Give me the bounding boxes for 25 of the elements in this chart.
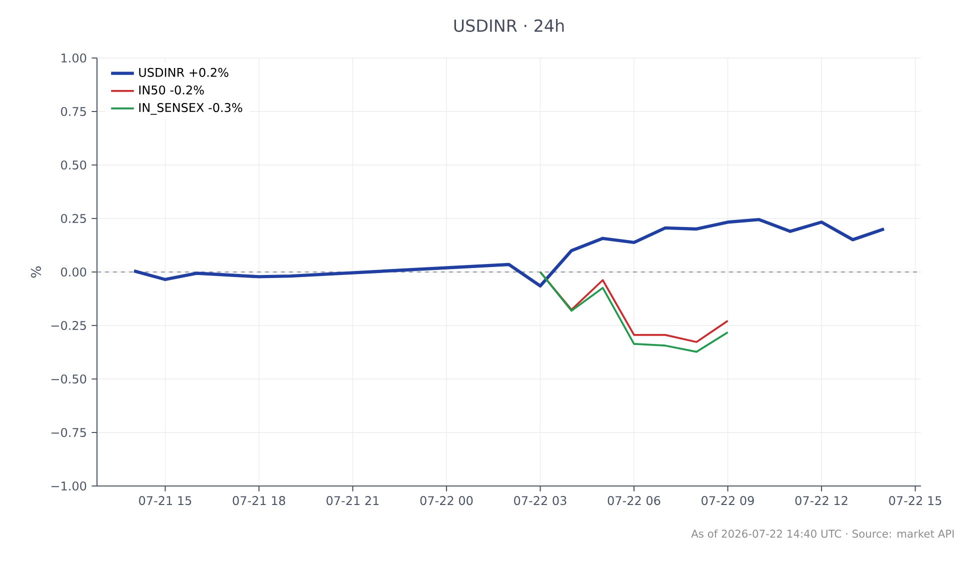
x-tick-label: 07-22 09	[702, 496, 754, 506]
y-axis-title: %	[30, 266, 42, 278]
line-series	[132, 218, 886, 288]
legend-label: USDINR +0.2%	[139, 68, 228, 77]
x-tick-label: 07-21 15	[139, 496, 192, 506]
y-tick-label: 0.50	[61, 160, 86, 170]
x-tick-label: 07-22 12	[795, 496, 848, 506]
x-tick-label: 07-21 18	[232, 496, 286, 506]
legend-label: IN50 -0.2%	[139, 85, 204, 95]
x-tick-label: 07-22 06	[608, 496, 660, 506]
text: As of 2026-07-22 14:40 UTC · Source: market API	[691, 529, 954, 538]
y-tick-label: 0.00	[61, 267, 86, 277]
chart-title: USDINR · 24h	[454, 19, 564, 32]
y-tick-label: −0.75	[51, 428, 86, 438]
y-tick-label: 1.00	[62, 53, 86, 63]
y-tick-label: −1.00	[51, 481, 86, 491]
y-tick-label: 0.25	[61, 214, 86, 224]
y-tick-label: 0.75	[61, 106, 86, 116]
y-tick-label: −0.25	[51, 320, 86, 330]
x-tick-label: 07-22 00	[420, 496, 473, 506]
x-tick-label: 07-21 21	[326, 496, 379, 506]
x-tick-label: 07-22 15	[889, 496, 942, 506]
x-tick-label: 07-22 03	[514, 496, 566, 506]
y-tick-label: −0.50	[51, 374, 86, 384]
legend-label: IN_SENSEX -0.3%	[139, 103, 242, 115]
